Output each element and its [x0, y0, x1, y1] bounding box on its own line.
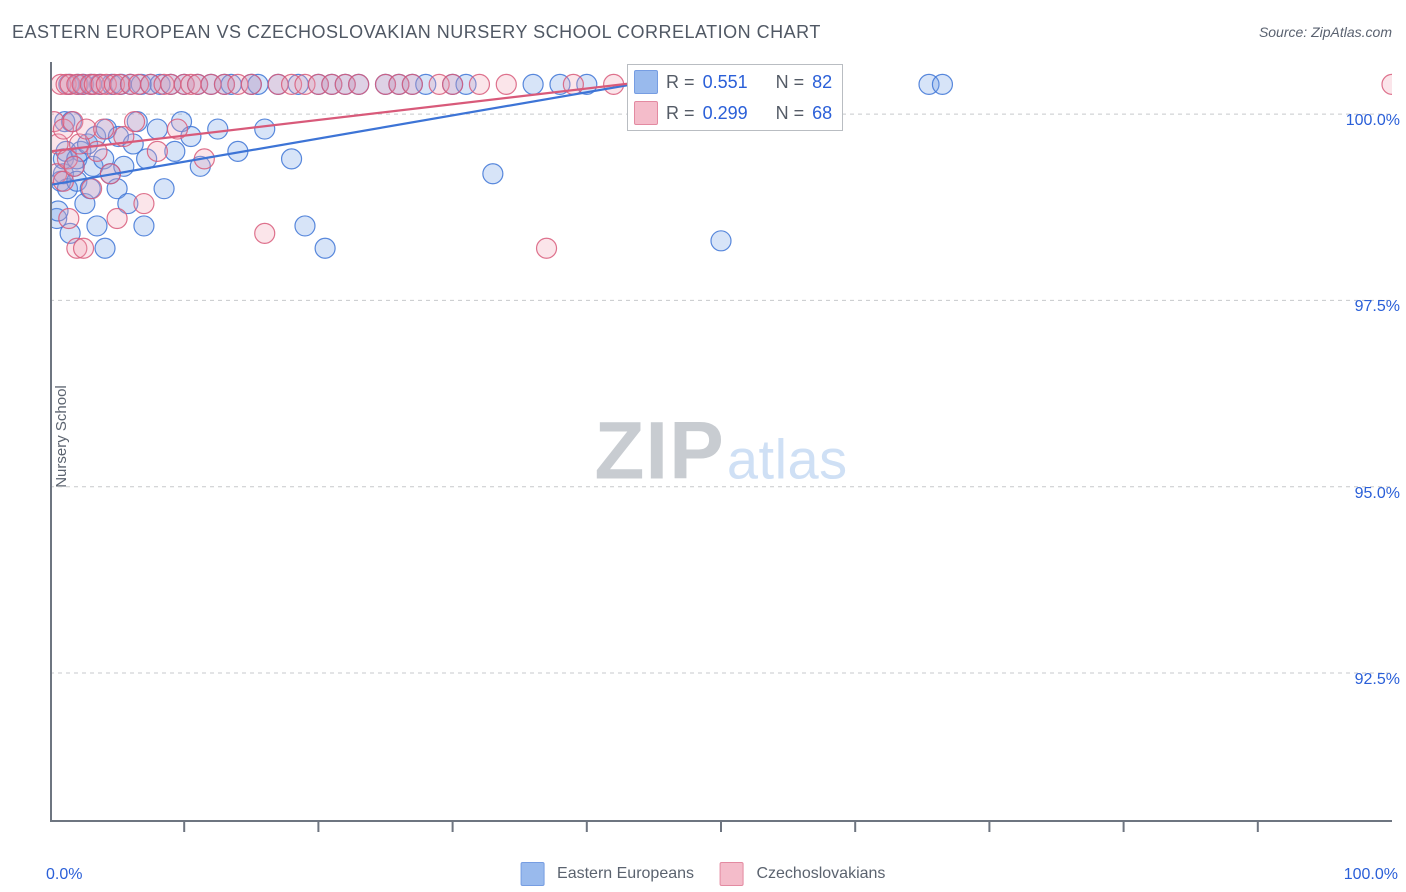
- legend-swatch-series-2: [634, 101, 658, 125]
- r-value-series-1: 0.551: [703, 67, 748, 98]
- r-label: R =: [666, 67, 695, 98]
- legend-label-series-2: Czechoslovakians: [756, 865, 885, 882]
- legend-label-series-1: Eastern Europeans: [557, 865, 694, 882]
- series-legend: Eastern Europeans Czechoslovakians: [521, 862, 886, 886]
- legend-row-series-2: R = 0.299 N = 68: [634, 98, 832, 129]
- legend-swatch-series-1: [521, 862, 545, 886]
- n-value-series-2: 68: [812, 98, 832, 129]
- r-label: R =: [666, 98, 695, 129]
- legend-item-series-1: Eastern Europeans: [521, 862, 694, 886]
- x-axis-min-label: 0.0%: [46, 866, 82, 884]
- y-tick-label: 95.0%: [1355, 485, 1400, 503]
- x-axis-max-label: 100.0%: [1344, 866, 1398, 884]
- r-value-series-2: 0.299: [703, 98, 748, 129]
- correlation-legend-box: R = 0.551 N = 82 R = 0.299 N = 68: [627, 64, 843, 131]
- source-attribution: Source: ZipAtlas.com: [1259, 24, 1392, 40]
- n-value-series-1: 82: [812, 67, 832, 98]
- legend-swatch-series-2: [720, 862, 744, 886]
- y-tick-label: 92.5%: [1355, 671, 1400, 689]
- legend-swatch-series-1: [634, 70, 658, 94]
- axis-frame: [50, 62, 1392, 822]
- legend-item-series-2: Czechoslovakians: [720, 862, 885, 886]
- chart-title: EASTERN EUROPEAN VS CZECHOSLOVAKIAN NURS…: [12, 22, 821, 43]
- y-tick-label: 100.0%: [1346, 112, 1400, 130]
- y-tick-label: 97.5%: [1355, 298, 1400, 316]
- plot-area: ZIP atlas R = 0.551 N = 82 R = 0.299 N =…: [50, 62, 1392, 822]
- n-label: N =: [776, 98, 805, 129]
- n-label: N =: [776, 67, 805, 98]
- legend-row-series-1: R = 0.551 N = 82: [634, 67, 832, 98]
